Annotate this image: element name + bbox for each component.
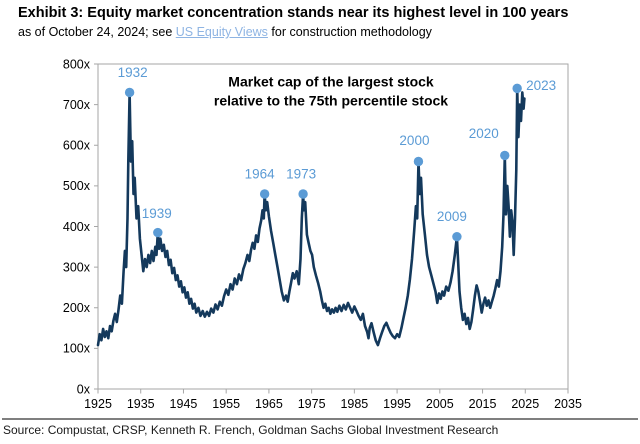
exhibit-title: Exhibit 3: Equity market concentration s… <box>18 5 569 21</box>
x-axis-tick-label: 1955 <box>212 397 240 411</box>
peak-marker-2020 <box>500 150 510 161</box>
peak-marker-1973 <box>298 189 308 199</box>
x-axis-tick-label: 1945 <box>170 397 198 411</box>
x-axis-tick-label: 1995 <box>383 397 411 411</box>
x-axis-tick-label: 1965 <box>255 397 283 411</box>
subtitle-prefix: as of October 24, 2024; see <box>18 25 176 39</box>
peak-label-1973: 1973 <box>286 167 316 182</box>
y-axis-tick-label: 500x <box>63 179 91 193</box>
chart-annotation-line-1: Market cap of the largest stock <box>228 74 434 90</box>
footer-separator <box>2 418 638 420</box>
x-axis-tick-label: 2035 <box>554 397 582 411</box>
y-axis-tick-label: 200x <box>63 301 91 315</box>
x-axis-tick-label: 1925 <box>84 397 112 411</box>
concentration-line-chart: 0x 100x 200x 300x 400x 500x 600x 700x 800x 1925 19… <box>63 57 582 411</box>
peak-label-1932: 1932 <box>118 65 148 80</box>
x-axis-tick-label: 2015 <box>469 397 497 411</box>
peak-label-2023: 2023 <box>526 78 556 93</box>
exhibit-subtitle: as of October 24, 2024; see US Equity Vi… <box>18 25 628 39</box>
y-axis-tick-label: 800x <box>63 57 91 71</box>
peak-marker-2000 <box>413 156 424 167</box>
x-axis-tick-label: 2005 <box>426 397 454 411</box>
peak-label-2000: 2000 <box>399 133 429 148</box>
peak-label-1939: 1939 <box>142 206 172 221</box>
chart-annotation-line-2: relative to the 75th percentile stock <box>214 93 448 109</box>
x-axis-tick-label: 2025 <box>511 397 539 411</box>
y-axis-tick-label: 400x <box>63 220 91 234</box>
x-axis-tick-label: 1985 <box>340 397 368 411</box>
y-axis-tick-label: 300x <box>63 260 91 274</box>
peak-label-1964: 1964 <box>245 167 276 182</box>
source-text: Source: Compustat, CRSP, Kenneth R. Fren… <box>3 423 499 437</box>
peak-marker-1964 <box>259 189 270 199</box>
us-equity-views-link[interactable]: US Equity Views <box>175 25 268 39</box>
y-axis-tick-label: 0x <box>77 382 91 396</box>
y-axis-tick-label: 700x <box>63 98 91 112</box>
peak-marker-1932 <box>124 87 135 98</box>
y-axis-tick-label: 600x <box>63 139 91 153</box>
y-axis-tick-label: 100x <box>63 342 91 356</box>
x-axis-tick-label: 1935 <box>127 397 155 411</box>
plot-border <box>97 63 569 390</box>
peak-marker-1939 <box>153 227 163 238</box>
peak-marker-2009 <box>452 231 462 242</box>
peak-label-2020: 2020 <box>469 126 499 141</box>
x-axis-tick-label: 1975 <box>298 397 326 411</box>
subtitle-suffix: for construction methodology <box>267 25 432 39</box>
peak-marker-2023 <box>512 83 522 94</box>
peak-label-2009: 2009 <box>437 209 467 224</box>
concentration-line <box>96 87 526 347</box>
